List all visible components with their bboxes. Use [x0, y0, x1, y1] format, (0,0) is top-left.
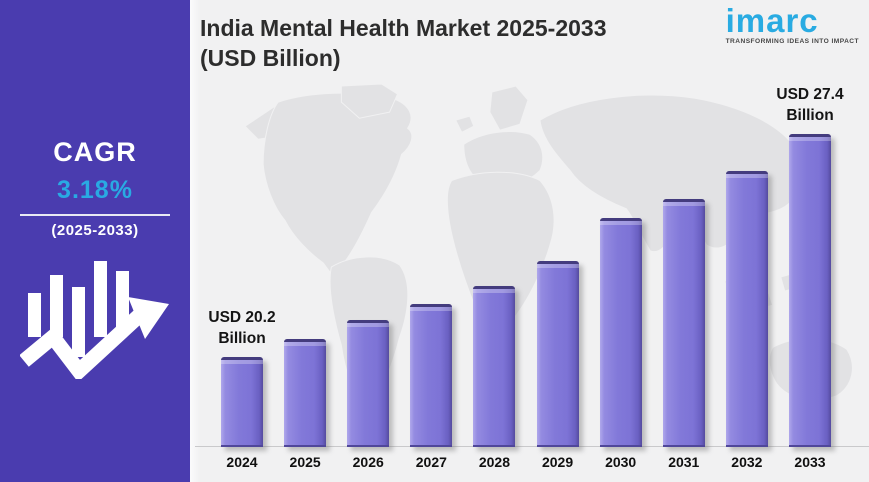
cagr-period: (2025-2033): [51, 221, 139, 239]
x-tick-2026: 2026: [352, 454, 384, 470]
chart-title: India Mental Health Market 2025-2033 (US…: [200, 13, 607, 74]
bar-2025: [284, 338, 327, 447]
imarc-logo-text: imarc: [725, 2, 819, 39]
x-tick-2029: 2029: [541, 454, 574, 470]
bar-2028: [473, 285, 516, 447]
cagr-sidebar: CAGR 3.18% (2025-2033): [0, 0, 190, 482]
cagr-value: 3.18%: [57, 175, 133, 204]
chart-title-line2: (USD Billion): [200, 45, 341, 72]
value-label-2033: USD 27.4 Billion: [776, 86, 844, 125]
x-tick-2024: 2024: [226, 454, 258, 470]
x-tick-2032: 2032: [731, 454, 763, 470]
bar-2026: [347, 319, 390, 447]
x-tick-2027: 2027: [415, 454, 447, 470]
cagr-block: CAGR 3.18% (2025-2033): [0, 137, 190, 239]
chart-area: India Mental Health Market 2025-2033 (US…: [190, 0, 869, 482]
bar-2029: [536, 261, 579, 447]
bar-chart-trend-arrow-icon: [20, 260, 169, 379]
x-tick-2030: 2030: [605, 454, 637, 470]
x-axis-line: [195, 446, 869, 447]
bar-2031: [662, 199, 705, 447]
imarc-logo: imarc TRANSFORMING IDEAS INTO IMPACT: [726, 2, 859, 45]
x-tick-2033: 2033: [794, 454, 826, 470]
bar-2033: [789, 134, 831, 447]
x-tick-2025: 2025: [289, 454, 321, 470]
chart-title-line1: India Mental Health Market 2025-2033: [200, 15, 607, 41]
bar-2027: [410, 304, 453, 447]
bar-2030: [599, 217, 642, 447]
bar-chart: 2024 2025 2026 2027 2028 2029 2030 2031 2032 2033…: [195, 0, 869, 482]
cagr-label: CAGR: [53, 137, 137, 167]
cagr-divider: [20, 213, 170, 216]
imarc-logo-tagline: TRANSFORMING IDEAS INTO IMPACT: [725, 37, 859, 45]
x-tick-2031: 2031: [668, 454, 700, 470]
value-label-2024: USD 20.2 Billion: [208, 309, 276, 348]
bar-2024: [221, 357, 263, 447]
x-tick-2028: 2028: [478, 454, 511, 470]
bar-2032: [725, 171, 768, 447]
